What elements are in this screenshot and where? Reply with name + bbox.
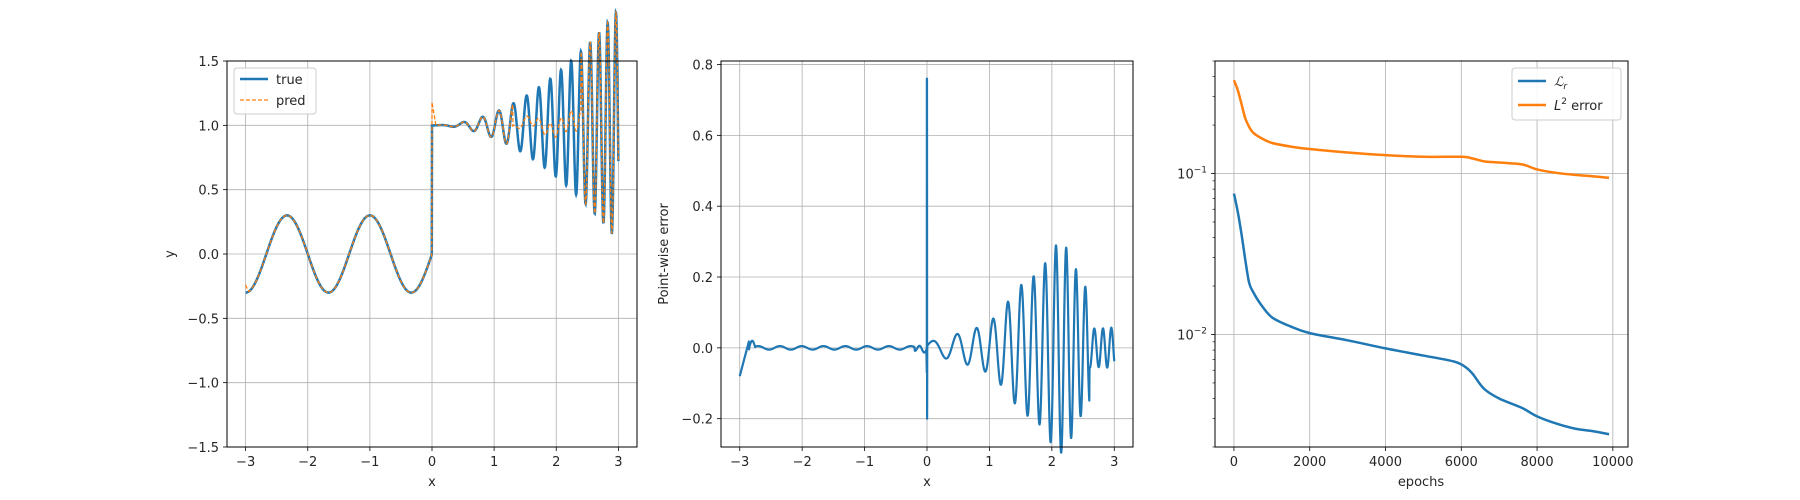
p3-xtick-label: 10000: [1592, 455, 1633, 470]
p2-ytick-label: 0.8: [692, 59, 713, 74]
p3-grid: [1215, 61, 1628, 447]
p1-ytick-label: 1.5: [198, 55, 219, 70]
p2-xtick-label: −1: [855, 455, 874, 470]
p1-xtick-label: −1: [360, 455, 379, 470]
p3-lines: [1232, 79, 1610, 436]
p1-ytick-label: 0.5: [198, 184, 219, 199]
legend-label-l2: L2 error: [1554, 97, 1603, 114]
p3-ticks: 0 2000 4000 6000 8000 10000 10−2 10−1: [1177, 60, 1634, 470]
p1-legend: true pred: [233, 67, 317, 115]
p2-ytick-label: 0.4: [692, 200, 713, 215]
p1-xlabel: x: [428, 475, 436, 490]
p2-xtick-label: 0: [923, 455, 931, 470]
p3-ytick-label: 10−2: [1177, 326, 1207, 343]
series-l2-error-line: [1232, 79, 1610, 180]
panel-training-loss: 0 2000 4000 6000 8000 10000 10−2 10−1 epochs ℒr…: [1177, 60, 1634, 490]
p2-xtick-label: −3: [730, 455, 749, 470]
p2-ticks: −3 −2 −1 0 1 2 3 −0.2 0.0 0.2 0.4 0.6 0.8: [681, 59, 1118, 470]
p1-xtick-label: −3: [236, 455, 255, 470]
p2-xtick-label: −2: [793, 455, 812, 470]
p2-lines: [738, 77, 1116, 454]
p3-xlabel: epochs: [1398, 475, 1445, 490]
p1-ytick-label: −0.5: [187, 312, 219, 327]
legend-label-loss: ℒr: [1554, 75, 1568, 92]
series-pred-line: [245, 10, 620, 294]
p1-ticks: −3 −2 −1 0 1 2 3 −1.5 −1.0 −0.5 0.0 0.5 1.0 1.5: [187, 55, 622, 470]
p2-xtick-label: 1: [985, 455, 993, 470]
p3-xtick-label: 6000: [1445, 455, 1478, 470]
p2-ytick-label: −0.2: [681, 413, 713, 428]
p2-xtick-label: 3: [1110, 455, 1118, 470]
p1-ytick-label: −1.0: [187, 377, 219, 392]
panel-pointwise-error: −3 −2 −1 0 1 2 3 −0.2 0.0 0.2 0.4 0.6 0.8 x Point-wi…: [657, 59, 1134, 490]
p2-ylabel: Point-wise error: [657, 203, 672, 305]
series-residual-loss-line: [1232, 193, 1610, 436]
legend-label-pred: pred: [276, 94, 306, 109]
p2-ytick-label: 0.6: [692, 129, 713, 144]
p3-ytick-label: 10−1: [1177, 166, 1207, 183]
panel-prediction: −3 −2 −1 0 1 2 3 −1.5 −1.0 −0.5 0.0 0.5 1.0 1.5 x y t…: [163, 7, 638, 490]
p1-ylabel: y: [163, 250, 178, 258]
p1-xtick-label: 1: [490, 455, 498, 470]
p2-xtick-label: 2: [1048, 455, 1056, 470]
p3-xtick-label: 2000: [1293, 455, 1326, 470]
p3-xtick-label: 8000: [1521, 455, 1554, 470]
p3-legend: ℒr L2 error: [1511, 67, 1622, 121]
p1-xtick-label: −2: [298, 455, 317, 470]
series-error-line: [738, 77, 1116, 454]
p3-xtick-label: 0: [1230, 455, 1238, 470]
p1-lines: [245, 7, 620, 294]
p3-frame: [1214, 60, 1629, 448]
p3-xtick-label: 4000: [1369, 455, 1402, 470]
p1-xtick-label: 0: [428, 455, 436, 470]
p1-ytick-label: 0.0: [198, 248, 219, 263]
p2-xlabel: x: [923, 475, 931, 490]
legend-label-true: true: [276, 73, 303, 88]
p1-ytick-label: −1.5: [187, 441, 219, 456]
p2-ytick-label: 0.0: [692, 342, 713, 357]
p1-xtick-label: 3: [614, 455, 622, 470]
p1-ytick-label: 1.0: [198, 119, 219, 134]
p2-ytick-label: 0.2: [692, 271, 713, 286]
p1-xtick-label: 2: [552, 455, 560, 470]
